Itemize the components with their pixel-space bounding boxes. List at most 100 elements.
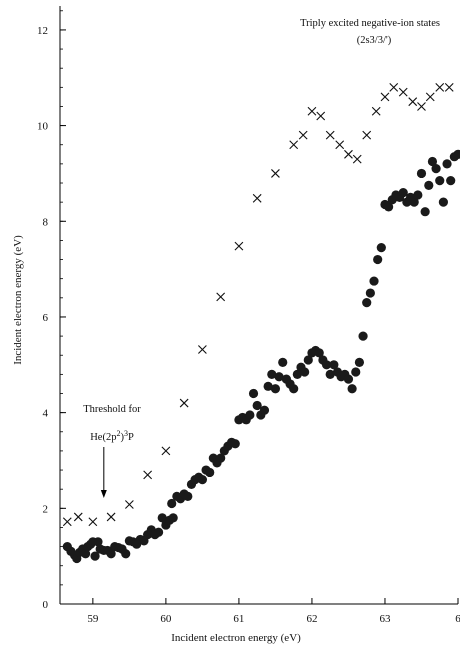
y-tick-label: 10 <box>37 121 49 133</box>
x-tick-label: 6 <box>455 613 460 625</box>
states-title-annotation: Triply excited negative-ion states <box>300 18 440 29</box>
dot-point <box>420 207 430 217</box>
dot-point <box>205 467 215 478</box>
cross-point <box>252 193 262 203</box>
cross-point <box>352 154 362 164</box>
marks <box>62 82 460 564</box>
dot-point <box>314 348 324 358</box>
cross-point <box>417 102 426 111</box>
ticks <box>60 10 459 605</box>
cross-point <box>425 92 435 102</box>
y-tick-label: 12 <box>37 25 48 37</box>
dot-point <box>431 164 441 174</box>
cross-point <box>335 140 345 150</box>
dot-point <box>289 384 299 394</box>
y-tick-label: 0 <box>43 599 49 611</box>
dot-point <box>278 357 288 368</box>
cross-point <box>444 82 454 92</box>
dot-point <box>351 367 361 377</box>
cross-point <box>106 512 116 522</box>
cross-point <box>298 130 308 140</box>
dot-point <box>384 202 394 212</box>
dot-point <box>168 513 178 523</box>
x-tick-label: 62 <box>306 613 317 625</box>
dot-point <box>167 498 177 509</box>
cross-point <box>408 97 418 107</box>
x-tick-label: 63 <box>379 613 391 625</box>
dot-point <box>230 439 240 449</box>
cross-point <box>143 470 153 480</box>
dot-point <box>453 149 460 159</box>
cross-point <box>271 169 280 178</box>
cross-point <box>398 87 408 97</box>
dot-point <box>321 360 332 370</box>
cross-point <box>88 517 98 527</box>
states-config-annotation: (2s3/3/') <box>357 35 392 46</box>
cross-point <box>198 345 207 354</box>
dot-point <box>446 176 456 186</box>
cross-point <box>307 106 317 116</box>
dot-point <box>153 527 164 537</box>
dot-point <box>442 159 452 169</box>
dot-point <box>197 475 208 485</box>
dot-point <box>413 190 423 200</box>
x-tick-label: 60 <box>160 613 172 625</box>
threshold-annotation-line1: Threshold for <box>83 404 141 415</box>
cross-point <box>344 149 353 159</box>
dot-point <box>157 513 167 523</box>
dot-point <box>427 156 438 167</box>
dot-point <box>93 537 103 547</box>
dot-point <box>343 374 354 384</box>
dot-point <box>106 549 116 559</box>
cross-point <box>179 398 189 408</box>
x-tick-label: 59 <box>87 613 99 625</box>
x-tick-label: 61 <box>233 613 244 625</box>
dot-point <box>183 491 193 501</box>
y-tick-label: 2 <box>43 503 49 515</box>
dot-point <box>300 367 310 377</box>
cross-point <box>216 292 226 302</box>
dot-point <box>90 551 100 561</box>
dot-point <box>245 410 255 420</box>
dot-point <box>376 242 386 253</box>
x-axis-label: Incident electron energy (eV) <box>171 632 301 644</box>
cross-point <box>380 92 390 102</box>
cross-point <box>389 82 399 92</box>
cross-point <box>435 82 445 92</box>
dot-point <box>303 355 313 365</box>
cross-point <box>161 446 171 456</box>
dot-point <box>274 372 284 382</box>
y-tick-label: 6 <box>43 312 49 324</box>
dot-point <box>292 369 302 379</box>
dot-point <box>259 405 270 415</box>
dot-point <box>325 369 335 379</box>
dot-point <box>80 549 91 559</box>
threshold-annotation-line2: He(2p2)3P <box>90 429 134 443</box>
dot-point <box>354 357 365 368</box>
cross-point <box>289 140 299 150</box>
dot-point <box>416 168 427 179</box>
cross-point <box>73 512 83 522</box>
dot-point <box>369 276 379 286</box>
dot-point <box>398 187 408 198</box>
dot-point <box>365 288 375 298</box>
dot-point <box>362 298 372 308</box>
axes <box>59 6 458 605</box>
y-tick-label: 8 <box>43 216 49 228</box>
cross-point <box>316 111 326 121</box>
cross-point <box>371 106 381 116</box>
dot-point <box>358 331 368 341</box>
dot-point <box>438 197 448 207</box>
dot-point <box>329 360 339 370</box>
dot-point <box>121 549 131 559</box>
cross-point <box>362 130 372 140</box>
dot-point <box>216 453 226 463</box>
dot-point <box>263 381 273 391</box>
dot-point <box>373 254 383 265</box>
cross-point <box>62 517 72 527</box>
threshold-arrow <box>100 447 107 498</box>
y-axis-label: Incident electron energy (eV) <box>12 235 24 365</box>
cross-point <box>325 130 335 140</box>
